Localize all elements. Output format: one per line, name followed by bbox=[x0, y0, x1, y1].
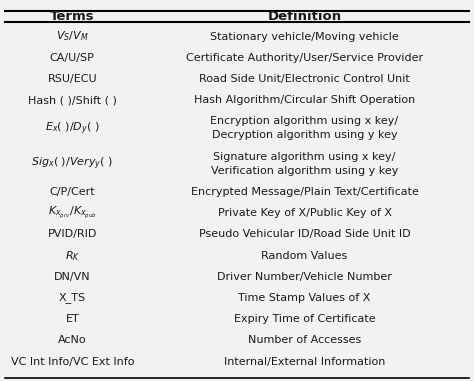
Text: $Sig_x$( )/$Very_y$( ): $Sig_x$( )/$Very_y$( ) bbox=[31, 155, 113, 172]
Text: $E_x$( )/$D_y$( ): $E_x$( )/$D_y$( ) bbox=[45, 120, 100, 137]
Text: Encrypted Message/Plain Text/Certificate: Encrypted Message/Plain Text/Certificate bbox=[191, 187, 419, 197]
Text: Private Key of X/Public Key of X: Private Key of X/Public Key of X bbox=[218, 208, 392, 218]
Text: ET: ET bbox=[65, 314, 79, 324]
Text: Hash Algorithm/Circular Shift Operation: Hash Algorithm/Circular Shift Operation bbox=[194, 95, 415, 105]
Text: Number of Accesses: Number of Accesses bbox=[248, 335, 361, 346]
Text: $R_K$: $R_K$ bbox=[64, 249, 80, 263]
Text: Hash ( )/Shift ( ): Hash ( )/Shift ( ) bbox=[28, 95, 117, 105]
Text: $V_S$/$V_M$: $V_S$/$V_M$ bbox=[56, 30, 89, 43]
Text: AcNo: AcNo bbox=[58, 335, 87, 346]
Text: Signature algorithm using x key/
Verification algorithm using y key: Signature algorithm using x key/ Verific… bbox=[211, 152, 398, 176]
Text: Certificate Authority/User/Service Provider: Certificate Authority/User/Service Provi… bbox=[186, 53, 423, 63]
Text: C/P/Cert: C/P/Cert bbox=[49, 187, 95, 197]
Text: Stationary vehicle/Moving vehicle: Stationary vehicle/Moving vehicle bbox=[210, 32, 399, 42]
Text: Random Values: Random Values bbox=[262, 251, 347, 261]
Text: RSU/ECU: RSU/ECU bbox=[47, 74, 97, 84]
Text: Road Side Unit/Electronic Control Unit: Road Side Unit/Electronic Control Unit bbox=[199, 74, 410, 84]
Text: Encryption algorithm using x key/
Decryption algorithm using y key: Encryption algorithm using x key/ Decryp… bbox=[210, 116, 399, 140]
Text: CA/U/SP: CA/U/SP bbox=[50, 53, 95, 63]
Text: Expiry Time of Certificate: Expiry Time of Certificate bbox=[234, 314, 375, 324]
Text: Time Stamp Values of X: Time Stamp Values of X bbox=[238, 293, 371, 303]
Text: Internal/External Information: Internal/External Information bbox=[224, 357, 385, 367]
Text: Driver Number/Vehicle Number: Driver Number/Vehicle Number bbox=[217, 272, 392, 282]
Text: X_TS: X_TS bbox=[59, 293, 86, 304]
Text: Pseudo Vehicular ID/Road Side Unit ID: Pseudo Vehicular ID/Road Side Unit ID bbox=[199, 229, 410, 239]
Text: VC Int Info/VC Ext Info: VC Int Info/VC Ext Info bbox=[10, 357, 134, 367]
Text: PVID/RID: PVID/RID bbox=[47, 229, 97, 239]
Text: Definition: Definition bbox=[267, 10, 342, 23]
Text: $K_{x_{prv}}$/$K_{x_{pub}}$: $K_{x_{prv}}$/$K_{x_{pub}}$ bbox=[48, 205, 97, 221]
Text: DN/VN: DN/VN bbox=[54, 272, 91, 282]
Text: Terms: Terms bbox=[50, 10, 95, 23]
